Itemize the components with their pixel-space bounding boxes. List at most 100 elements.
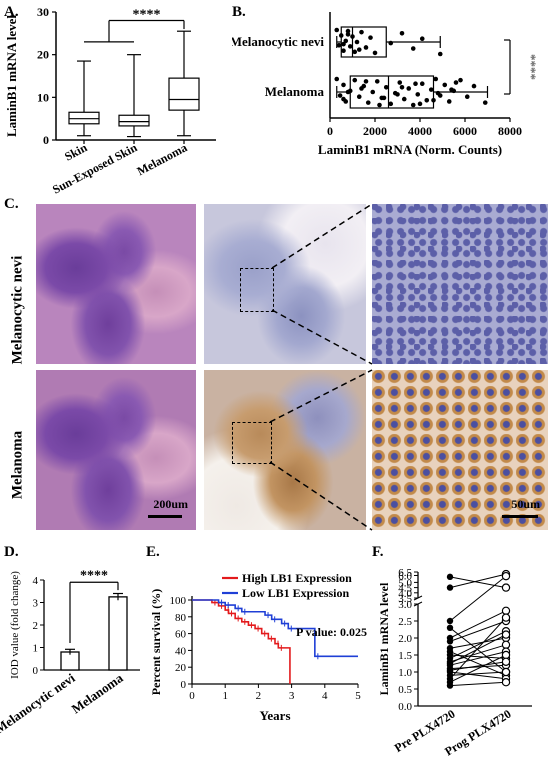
d-bar <box>108 596 128 671</box>
guide-line-2 <box>271 309 373 365</box>
a-x-tick-label: Melanoma <box>135 140 190 178</box>
b-point <box>428 87 434 92</box>
b-point <box>417 101 423 107</box>
f-y-tick-label: 5.0 <box>398 577 412 589</box>
f-pair-line <box>449 576 507 589</box>
panel-label-b: B. <box>232 4 246 20</box>
f-pair-line <box>449 637 507 649</box>
b-point <box>356 47 362 52</box>
b-point <box>406 86 412 91</box>
f-pair-line <box>449 575 507 622</box>
b-x-tick-label: 6000 <box>453 124 477 138</box>
f-point-pre <box>446 667 454 674</box>
b-point <box>458 77 463 83</box>
b-point <box>370 89 376 95</box>
e-y-tick-label: 100 <box>170 595 187 607</box>
e-y-tick-label: 40 <box>175 645 187 657</box>
b-point <box>372 50 378 56</box>
f-point-prog <box>501 640 511 650</box>
a-box <box>118 114 150 127</box>
b-x-tick-label: 0 <box>327 124 333 138</box>
d-y-label: IOD value (fold change) <box>9 571 21 679</box>
f-point-prog <box>501 657 511 667</box>
f-pair-line <box>449 661 507 671</box>
d-y-tick-label: 0 <box>33 665 39 677</box>
zoom-image-nevi <box>372 204 548 364</box>
b-point <box>419 36 425 42</box>
f-point-prog <box>501 630 511 639</box>
f-pair-line <box>449 651 507 666</box>
b-point <box>381 95 387 101</box>
b-point <box>359 86 364 91</box>
panel-label-c: C. <box>4 196 19 212</box>
f-y-tick-label: 1.5 <box>398 650 412 662</box>
e-x-tick-label: 1 <box>222 690 228 702</box>
b-point <box>354 39 360 45</box>
f-y-tick-label: 2.5 <box>398 616 412 628</box>
b-x-label: LaminB1 mRNA (Norm. Counts) <box>318 142 502 157</box>
b-point <box>453 80 459 85</box>
b-point <box>363 45 369 50</box>
b-point <box>410 102 416 108</box>
b-point <box>345 89 351 95</box>
b-point <box>482 100 488 105</box>
f-y-tick-label: 4.5 <box>398 583 412 595</box>
guide-line-3 <box>269 369 373 423</box>
scale-label-200: 200um <box>153 497 188 511</box>
b-point <box>374 79 380 84</box>
d-y-tick-label: 4 <box>33 575 39 587</box>
d-significance: **** <box>80 568 108 583</box>
f-y-tick-label: 1.0 <box>398 667 412 679</box>
b-point <box>383 84 389 90</box>
f-pair-line <box>449 617 507 680</box>
f-y-tick-label: 6.5 <box>398 567 412 579</box>
f-pair-line <box>449 634 507 664</box>
f-point-pre <box>446 584 454 591</box>
panel-label-d: D. <box>4 544 19 560</box>
e-y-label: Percent survival (%) <box>149 589 163 695</box>
f-point-prog <box>501 606 511 616</box>
f-pair-line <box>449 620 507 642</box>
b-point <box>377 102 382 108</box>
he-image-nevi <box>36 204 196 364</box>
f-point-pre <box>446 624 454 631</box>
b-point <box>336 42 342 48</box>
e-series-line <box>192 599 291 684</box>
zoom-box-melanoma <box>232 422 272 464</box>
f-pair-line <box>449 671 507 680</box>
b-point <box>413 81 418 87</box>
scale-bar-50 <box>502 515 538 518</box>
b-point <box>341 82 346 88</box>
b-point <box>424 97 430 103</box>
f-pair-line <box>449 610 507 639</box>
f-pair-line <box>449 654 507 683</box>
b-point <box>471 83 477 89</box>
histology-panel: Melanocytic nevi Melanoma 200um 50um <box>0 200 550 536</box>
b-point <box>341 41 346 47</box>
f-point-pre <box>446 617 454 625</box>
b-point <box>341 96 346 102</box>
f-y-tick-label: 2.0 <box>398 633 412 645</box>
e-annotation: P value: 0.025 <box>296 625 367 639</box>
d-y-tick-label: 3 <box>33 598 39 610</box>
b-point <box>388 40 394 46</box>
b-point <box>399 30 405 36</box>
a-y-tick-label: 10 <box>37 90 49 104</box>
e-legend-label: High LB1 Expression <box>242 571 352 585</box>
b-point <box>345 32 351 37</box>
f-y-tick-label: 3.0 <box>398 599 412 611</box>
panel-label-e: E. <box>146 544 160 560</box>
a-box <box>68 111 100 125</box>
f-y-tick-label: 4.0 <box>398 588 412 600</box>
chart-f-paired: 0.0 0.5 1.0 1.5 2.0 2.5 3.03.54.04.55.06.06.5 L… <box>377 567 532 759</box>
b-point <box>350 34 355 39</box>
panel-label-a: A. <box>4 4 19 20</box>
b-point <box>431 97 436 103</box>
a-y-tick-label: 20 <box>37 48 49 62</box>
f-point-prog <box>501 667 511 677</box>
e-x-tick-label: 0 <box>189 690 195 702</box>
f-point-pre <box>446 682 454 689</box>
scale-label-50: 50um <box>511 497 540 511</box>
b-y-tick-label: Melanocytic nevi <box>232 34 324 49</box>
b-point <box>419 81 425 87</box>
